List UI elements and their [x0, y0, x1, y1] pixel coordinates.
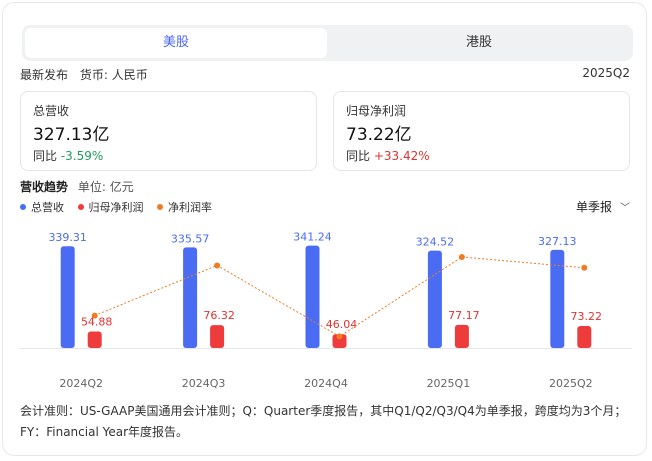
- net-profit-bar-label: 76.32: [203, 309, 235, 322]
- period-select-label: 单季报: [575, 200, 612, 214]
- tab-us-stock[interactable]: 美股: [25, 28, 327, 58]
- net-profit-bar: [332, 334, 347, 348]
- legend-item-margin[interactable]: 净利润率: [157, 199, 212, 215]
- revenue-yoy-label: 同比: [33, 149, 58, 163]
- legend-item-revenue[interactable]: 总营收: [20, 199, 64, 215]
- revenue-bar: [550, 249, 565, 348]
- legend-dot-icon: [157, 204, 163, 210]
- trend-unit: 单位: 亿元: [77, 180, 134, 194]
- legend-label-margin: 净利润率: [168, 201, 212, 214]
- tab-hk-stock[interactable]: 港股: [465, 35, 492, 50]
- market-tabs: 美股 港股: [22, 25, 633, 61]
- revenue-bar-label: 327.13: [538, 235, 577, 248]
- revenue-trend-chart: 339.31 54.88 2024Q2 335.57 76.32 2024Q3 341.24…: [20, 231, 632, 390]
- revenue-bar-label: 341.24: [293, 231, 332, 244]
- legend-item-net-profit[interactable]: 归母净利润: [77, 199, 144, 215]
- revenue-bar: [305, 245, 320, 348]
- financial-summary-card: 美股 港股: [2, 2, 647, 456]
- legend-dot-icon: [20, 204, 26, 210]
- net-profit-bar-label: 77.17: [448, 309, 480, 322]
- trend-header: 营收趋势 单位: 亿元: [20, 178, 134, 195]
- net-profit-bar: [87, 331, 102, 348]
- currency-label: 货币: 人民币: [79, 68, 148, 82]
- trend-title: 营收趋势: [20, 180, 69, 194]
- net-profit-bar-label: 46.04: [326, 318, 358, 331]
- revenue-value: 327.13亿: [33, 125, 110, 145]
- release-label: 最新发布: [20, 68, 69, 82]
- legend-dot-icon: [77, 204, 84, 210]
- x-tick-label: 2024Q4: [304, 377, 348, 390]
- revenue-yoy: 同比 -3.59%: [33, 147, 103, 164]
- net-profit-bar-label: 54.88: [81, 316, 113, 329]
- net-profit-yoy-label: 同比: [346, 149, 371, 163]
- chart-legend: 总营收 归母净利润 净利润率: [20, 199, 222, 215]
- x-tick-label: 2024Q2: [59, 377, 103, 390]
- net-margin-point: [336, 333, 343, 340]
- revenue-bar: [60, 246, 75, 348]
- report-period: 2025Q2: [582, 66, 630, 80]
- net-profit-value: 73.22亿: [346, 125, 412, 145]
- revenue-label: 总营收: [33, 104, 70, 118]
- revenue-bar: [183, 247, 198, 348]
- revenue-bar-label: 324.52: [416, 236, 455, 249]
- net-profit-bar: [210, 325, 225, 348]
- revenue-card: 总营收 327.13亿 同比 -3.59%: [20, 91, 317, 171]
- net-profit-bar-label: 73.22: [571, 310, 603, 323]
- net-profit-bar: [454, 324, 469, 348]
- net-profit-bar: [577, 326, 592, 348]
- x-tick-label: 2025Q2: [549, 377, 593, 390]
- net-margin-point: [458, 253, 465, 260]
- net-profit-yoy: 同比 +33.42%: [346, 147, 430, 164]
- net-margin-point: [91, 312, 98, 319]
- revenue-bar-label: 335.57: [171, 232, 210, 245]
- net-margin-point: [581, 264, 588, 271]
- period-select[interactable]: 单季报 ﹀: [576, 198, 630, 215]
- net-profit-card: 归母净利润 73.22亿 同比 +33.42%: [333, 91, 630, 171]
- revenue-bar: [427, 250, 442, 348]
- x-tick-label: 2025Q1: [427, 377, 471, 390]
- legend-label-net-profit: 归母净利润: [88, 201, 144, 214]
- chevron-down-icon: ﹀: [620, 203, 630, 214]
- net-profit-yoy-value: +33.42%: [373, 149, 430, 163]
- legend-label-revenue: 总营收: [31, 201, 64, 214]
- revenue-yoy-value: -3.59%: [60, 149, 104, 163]
- net-margin-point: [214, 262, 221, 269]
- accounting-footnote: 会计准则：US-GAAP美国通用会计准则；Q：Quarter季度报告，其中Q1/…: [20, 404, 627, 439]
- net-profit-label: 归母净利润: [346, 104, 407, 118]
- x-tick-label: 2024Q3: [182, 377, 226, 390]
- meta-row: 最新发布 货币: 人民币 2025Q2: [20, 66, 630, 82]
- revenue-bar-label: 339.31: [48, 231, 87, 244]
